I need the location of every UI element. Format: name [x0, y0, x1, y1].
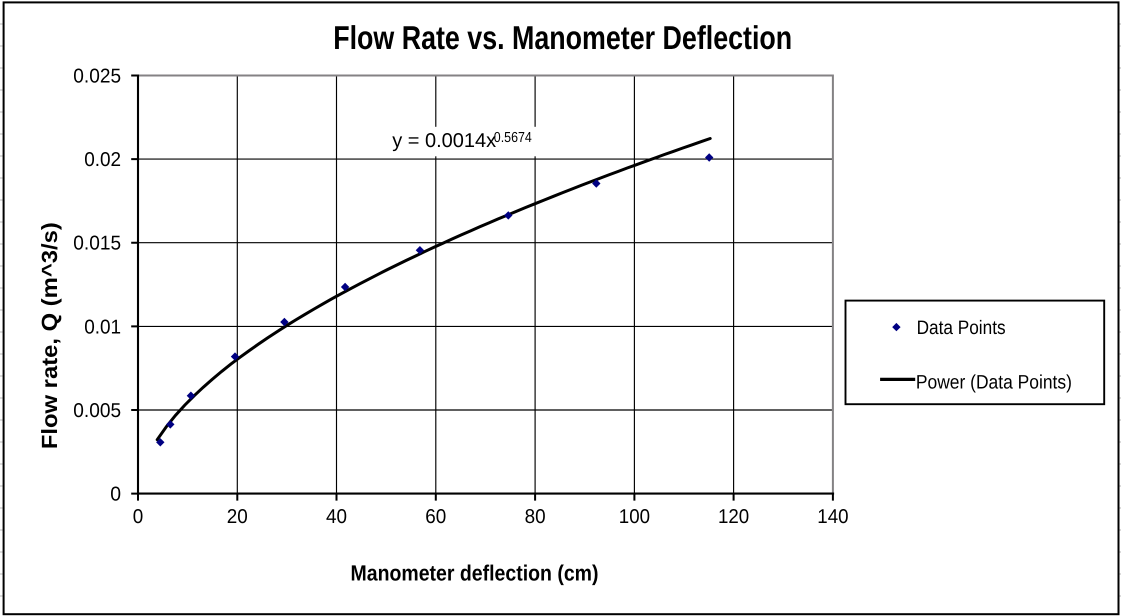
svg-text:0.02: 0.02 — [84, 149, 121, 171]
svg-text:60: 60 — [425, 506, 446, 528]
svg-text:140: 140 — [817, 506, 848, 528]
svg-text:40: 40 — [326, 506, 347, 528]
svg-text:120: 120 — [718, 506, 749, 528]
svg-text:80: 80 — [525, 506, 546, 528]
svg-text:0: 0 — [110, 484, 121, 506]
svg-text:20: 20 — [227, 506, 248, 528]
svg-text:y = 0.0014x: y = 0.0014x — [392, 130, 496, 152]
svg-text:0.025: 0.025 — [73, 66, 121, 88]
svg-text:Data Points: Data Points — [917, 317, 1006, 339]
svg-text:0.015: 0.015 — [73, 233, 121, 255]
svg-text:Power (Data Points): Power (Data Points) — [916, 371, 1072, 393]
svg-text:0.5674: 0.5674 — [494, 130, 532, 146]
svg-text:0: 0 — [133, 506, 144, 528]
svg-text:Manometer deflection (cm): Manometer deflection (cm) — [351, 560, 599, 585]
svg-text:Flow Rate vs. Manometer Deflec: Flow Rate vs. Manometer Deflection — [333, 19, 792, 56]
svg-text:0.005: 0.005 — [73, 400, 121, 422]
svg-text:Flow rate, Q (m^3/s): Flow rate, Q (m^3/s) — [37, 222, 62, 449]
svg-text:0.01: 0.01 — [84, 316, 121, 338]
svg-text:100: 100 — [619, 506, 650, 528]
